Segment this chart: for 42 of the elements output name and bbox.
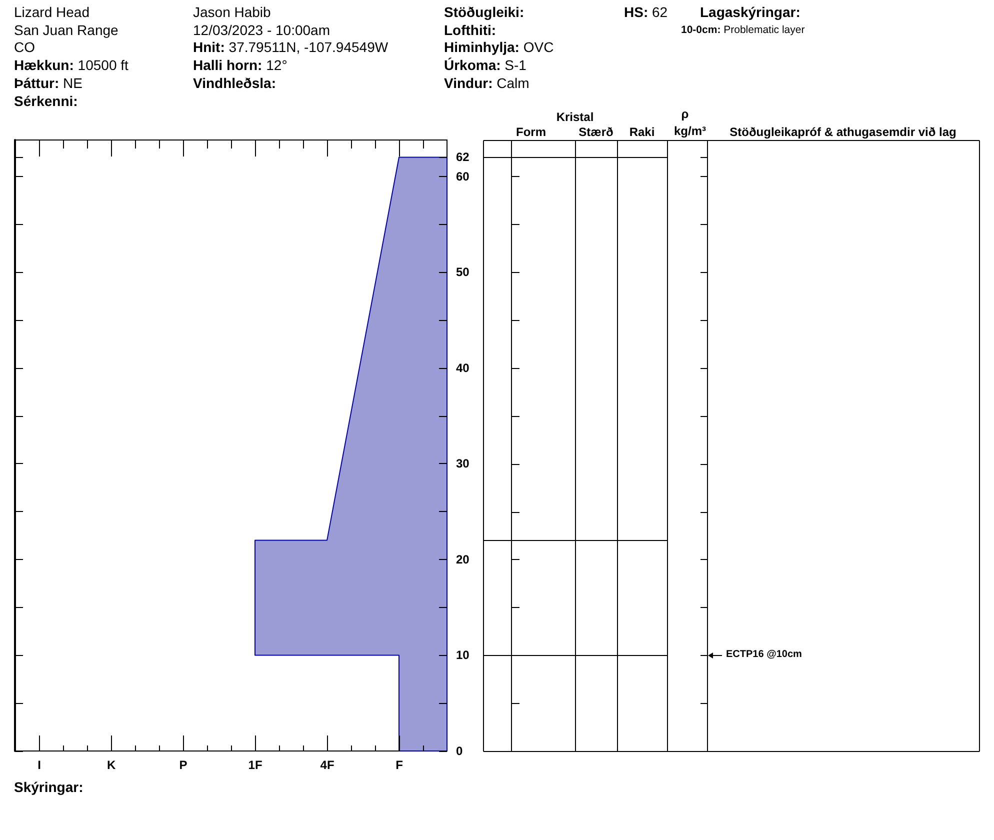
text: Stærð <box>578 124 614 139</box>
text: 1F <box>248 758 262 772</box>
text: HS:62 <box>624 4 668 20</box>
text: San Juan Range <box>14 22 118 38</box>
text: Sérkenni: <box>14 92 78 109</box>
y-tick-label: 0 <box>456 744 463 758</box>
text: Stöðugleiki: <box>444 4 524 20</box>
y-tick-label: 50 <box>456 265 470 280</box>
text: 12/03/2023 - 10:00am <box>193 22 330 38</box>
text: Kristal <box>556 110 594 124</box>
text: P <box>179 758 188 772</box>
text: Lizard Head <box>14 4 90 20</box>
text: kg/m³ <box>674 124 706 138</box>
y-tick-label: 30 <box>456 456 470 471</box>
y-tick-label: 62 <box>456 150 470 164</box>
text: Himinhylja: OVC <box>444 39 554 56</box>
text: K <box>106 758 116 772</box>
y-tick-label: 20 <box>456 552 470 566</box>
text: Form <box>516 124 546 139</box>
text: ρ <box>681 106 689 121</box>
text: Úrkoma: S-1 <box>444 56 526 74</box>
text: 10-0cm: Problematic layer <box>681 24 805 36</box>
y-tick-label: 60 <box>456 169 470 184</box>
text: Jason Habib <box>193 4 271 20</box>
text: Lofthiti: <box>444 22 496 38</box>
text: F <box>396 758 403 772</box>
text: Hnit: 37.79511N, -107.94549W <box>193 39 388 56</box>
text: Þáttur: NE <box>14 74 82 92</box>
y-tick-label: 10 <box>456 648 470 662</box>
text: Stöðugleikapróf & athugasemdir við lag <box>730 124 956 139</box>
text: I <box>38 758 41 772</box>
text: Raki <box>629 124 655 139</box>
text: Lagaskýringar: <box>700 4 800 20</box>
text: CO <box>14 39 35 56</box>
text: Halli horn: 12° <box>193 56 288 74</box>
y-tick-label: 40 <box>456 360 470 375</box>
text: Skýringar: <box>14 778 84 795</box>
text: ECTP16 @10cm <box>726 649 802 660</box>
text: Hækkun: 10500 ft <box>14 56 128 74</box>
text: Vindur: Calm <box>444 74 530 92</box>
text: Vindhleðsla: <box>193 74 276 91</box>
text: 4F <box>320 758 334 772</box>
